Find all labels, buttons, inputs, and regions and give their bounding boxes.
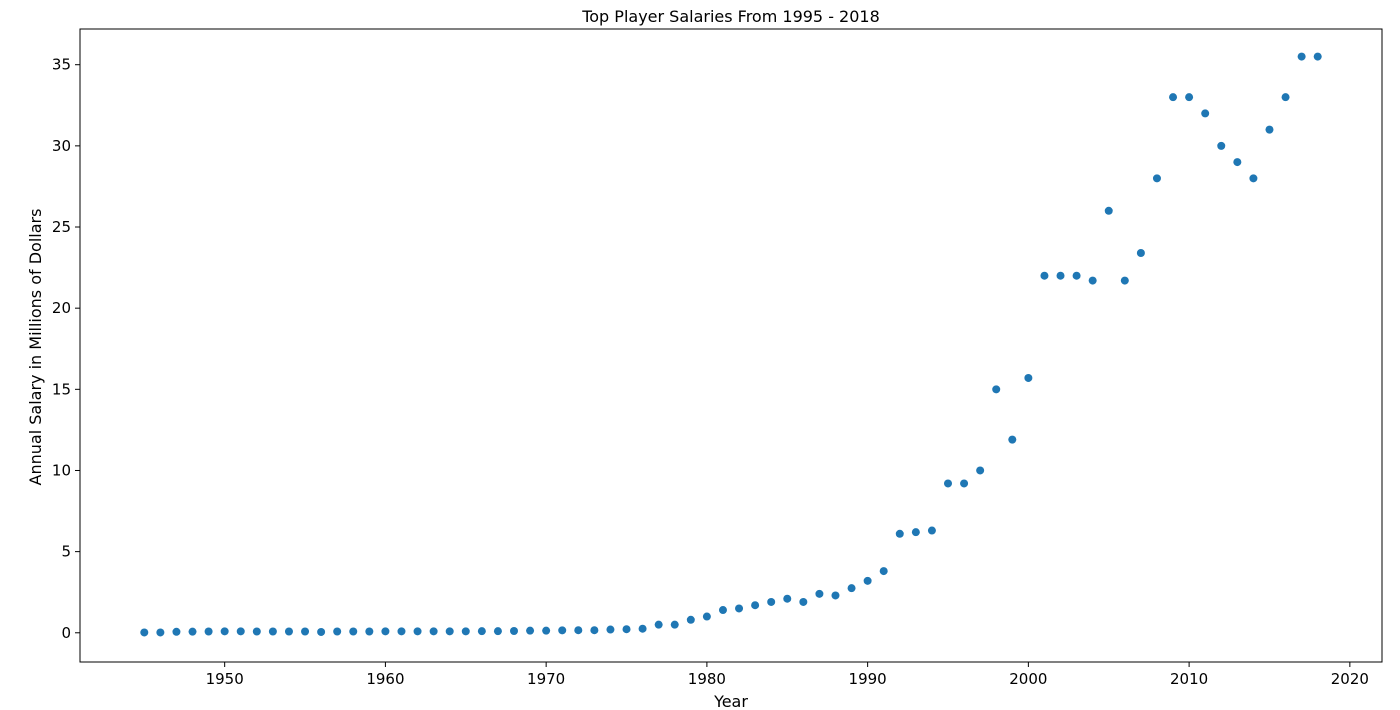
data-point	[574, 626, 583, 635]
data-point	[1072, 271, 1081, 280]
data-point	[1169, 93, 1178, 102]
data-point	[156, 628, 165, 637]
data-point	[751, 601, 760, 610]
y-tick-label: 5	[61, 543, 71, 561]
data-point	[526, 626, 535, 635]
data-point	[1233, 158, 1242, 167]
y-tick-label: 10	[52, 461, 71, 479]
data-point	[1056, 271, 1065, 280]
x-tick-label: 1960	[366, 670, 404, 688]
data-point	[590, 626, 599, 635]
y-tick-label: 25	[52, 218, 71, 236]
data-point	[783, 594, 792, 603]
x-tick-label: 2000	[1009, 670, 1047, 688]
data-point	[1040, 271, 1049, 280]
data-point	[1104, 206, 1113, 215]
x-tick-label: 2010	[1170, 670, 1208, 688]
chart-title: Top Player Salaries From 1995 - 2018	[581, 7, 880, 26]
data-point	[1249, 174, 1258, 183]
data-point	[944, 479, 952, 488]
data-point	[477, 627, 486, 636]
x-tick-label: 1970	[527, 670, 565, 688]
data-point	[429, 627, 438, 636]
data-point	[767, 597, 776, 606]
data-point	[1265, 125, 1274, 134]
data-point	[252, 627, 261, 636]
data-point	[542, 626, 551, 635]
data-point	[686, 615, 695, 624]
data-point	[558, 626, 567, 635]
data-point	[638, 624, 647, 633]
data-point	[317, 627, 326, 636]
data-points	[140, 52, 1322, 637]
data-point	[188, 627, 197, 636]
data-point	[1120, 276, 1129, 285]
data-point	[1185, 93, 1194, 102]
y-axis: 0 5 10 15 20 25 30 35	[52, 56, 80, 642]
data-point	[815, 589, 824, 598]
plot-frame	[79, 28, 1383, 663]
data-point	[1201, 109, 1210, 118]
data-point	[927, 526, 936, 535]
x-tick-label: 2020	[1331, 670, 1369, 688]
data-point	[381, 627, 390, 636]
data-point	[204, 627, 213, 636]
y-tick-label: 15	[52, 380, 71, 398]
data-point	[1297, 52, 1306, 61]
data-point	[236, 627, 245, 636]
data-point	[220, 627, 229, 636]
y-tick-label: 20	[52, 299, 71, 317]
x-tick-label: 1980	[688, 670, 726, 688]
data-point	[895, 529, 904, 538]
data-point	[1281, 93, 1290, 102]
data-point	[976, 466, 985, 475]
y-tick-label: 0	[61, 624, 71, 642]
data-point	[140, 628, 149, 637]
data-point	[799, 597, 808, 606]
x-axis: 1950 1960 1970 1980 1990 2000 2010 2020	[206, 662, 1369, 688]
data-point	[718, 606, 727, 615]
x-tick-label: 1950	[206, 670, 244, 688]
data-point	[1024, 373, 1033, 382]
data-point	[1217, 141, 1226, 150]
data-point	[670, 620, 679, 629]
data-point	[493, 627, 502, 636]
data-point	[445, 627, 454, 636]
data-point	[1313, 52, 1322, 61]
x-tick-label: 1990	[849, 670, 887, 688]
data-point	[1008, 435, 1017, 444]
data-point	[413, 627, 422, 636]
data-point	[365, 627, 374, 636]
y-axis-label: Annual Salary in Millions of Dollars	[26, 209, 45, 486]
x-axis-label: Year	[713, 692, 748, 710]
data-point	[510, 626, 518, 635]
data-point	[911, 528, 920, 537]
data-point	[847, 584, 856, 593]
data-point	[863, 576, 872, 585]
data-point	[606, 625, 615, 634]
data-point	[992, 385, 1001, 394]
data-point	[1088, 276, 1097, 285]
data-point	[831, 591, 840, 600]
data-point	[349, 627, 358, 636]
data-point	[702, 612, 711, 621]
data-point	[622, 625, 631, 634]
data-point	[461, 627, 470, 636]
data-point	[284, 627, 293, 636]
data-point	[960, 479, 969, 488]
data-point	[1152, 174, 1161, 183]
data-point	[301, 627, 310, 636]
data-point	[879, 567, 888, 576]
data-point	[268, 627, 277, 636]
y-tick-label: 30	[52, 137, 71, 155]
data-point	[1136, 248, 1145, 257]
data-point	[654, 620, 663, 629]
data-point	[172, 627, 181, 636]
data-point	[397, 627, 406, 636]
y-tick-label: 35	[52, 56, 71, 74]
data-point	[333, 627, 342, 636]
data-point	[735, 604, 744, 613]
